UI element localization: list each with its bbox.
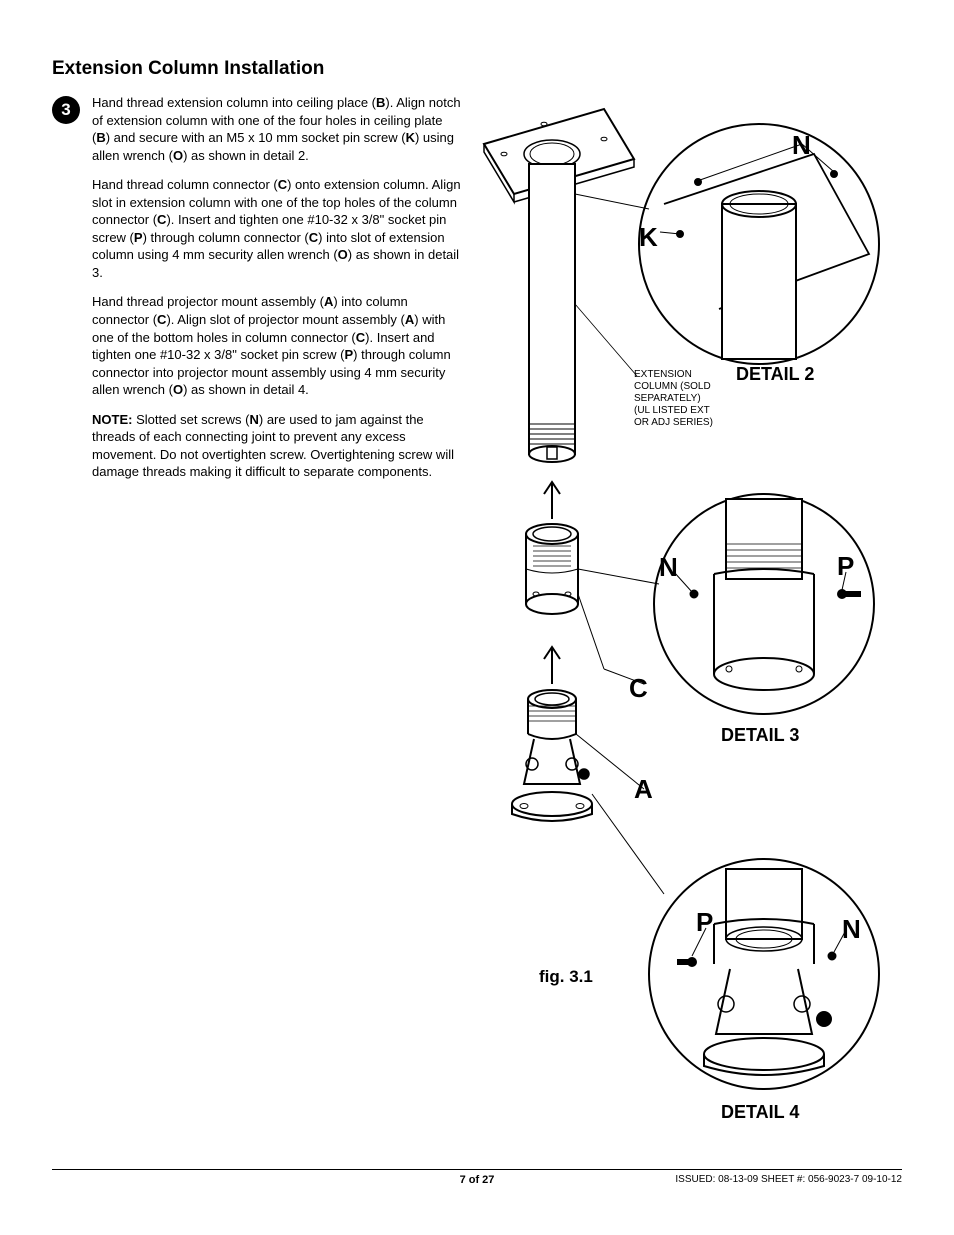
part-ref: B: [96, 130, 105, 145]
page-number: 7 of 27: [460, 1174, 495, 1186]
part-ref: C: [278, 177, 287, 192]
text: Hand thread projector mount assembly (: [92, 294, 324, 309]
page-footer: 7 of 27 ISSUED: 08-13-09 SHEET #: 056-90…: [52, 1169, 902, 1185]
text-column: 3 Hand thread extension column into ceil…: [52, 94, 462, 1114]
assembly-diagram: [474, 94, 894, 1114]
text: ). Align slot of projector mount assembl…: [166, 312, 404, 327]
step-number-badge: 3: [52, 96, 80, 124]
callout-P-detail4: P: [696, 907, 713, 938]
figure-column: K N DETAIL 2 EXTENSION COLUMN (SOLD SEPA…: [474, 94, 902, 1114]
text: ) as shown in detail 2.: [183, 148, 309, 163]
label-fig31: fig. 3.1: [539, 967, 593, 987]
part-ref: C: [309, 230, 318, 245]
text: Slotted set screws (: [132, 412, 249, 427]
part-ref: B: [376, 95, 385, 110]
issued-line: ISSUED: 08-13-09 SHEET #: 056-9023-7 09-…: [675, 1174, 902, 1185]
instruction-paragraphs: Hand thread extension column into ceilin…: [92, 94, 462, 1114]
section-heading: Extension Column Installation: [52, 58, 902, 80]
part-ref: O: [338, 247, 348, 262]
callout-K: K: [639, 222, 658, 253]
label-detail2: DETAIL 2: [736, 364, 814, 385]
part-ref: O: [173, 382, 183, 397]
part-ref: A: [324, 294, 333, 309]
part-ref: A: [405, 312, 414, 327]
callout-N-detail3: N: [659, 552, 678, 583]
paragraph-2: Hand thread column connector (C) onto ex…: [92, 176, 462, 281]
label-detail4: DETAIL 4: [721, 1102, 799, 1123]
paragraph-1: Hand thread extension column into ceilin…: [92, 94, 462, 164]
callout-C: C: [629, 673, 648, 704]
text: ) through column connector (: [143, 230, 309, 245]
text: ) as shown in detail 4.: [183, 382, 309, 397]
label-detail3: DETAIL 3: [721, 725, 799, 746]
part-ref: K: [406, 130, 415, 145]
text: Hand thread extension column into ceilin…: [92, 95, 376, 110]
part-ref: P: [344, 347, 353, 362]
note-label: NOTE:: [92, 412, 132, 427]
paragraph-3: Hand thread projector mount assembly (A)…: [92, 293, 462, 398]
text: Hand thread column connector (: [92, 177, 278, 192]
part-ref: N: [250, 412, 259, 427]
paragraph-note: NOTE: Slotted set screws (N) are used to…: [92, 411, 462, 481]
content-row: 3 Hand thread extension column into ceil…: [52, 94, 902, 1114]
callout-A: A: [634, 774, 653, 805]
part-ref: P: [134, 230, 143, 245]
extension-column-note: EXTENSION COLUMN (SOLD SEPARATELY) (UL L…: [634, 369, 744, 429]
callout-N-detail4: N: [842, 914, 861, 945]
callout-P-detail3: P: [837, 551, 854, 582]
callout-N-detail2: N: [792, 130, 811, 161]
part-ref: O: [173, 148, 183, 163]
part-ref: C: [356, 330, 365, 345]
text: ) and secure with an M5 x 10 mm socket p…: [106, 130, 406, 145]
